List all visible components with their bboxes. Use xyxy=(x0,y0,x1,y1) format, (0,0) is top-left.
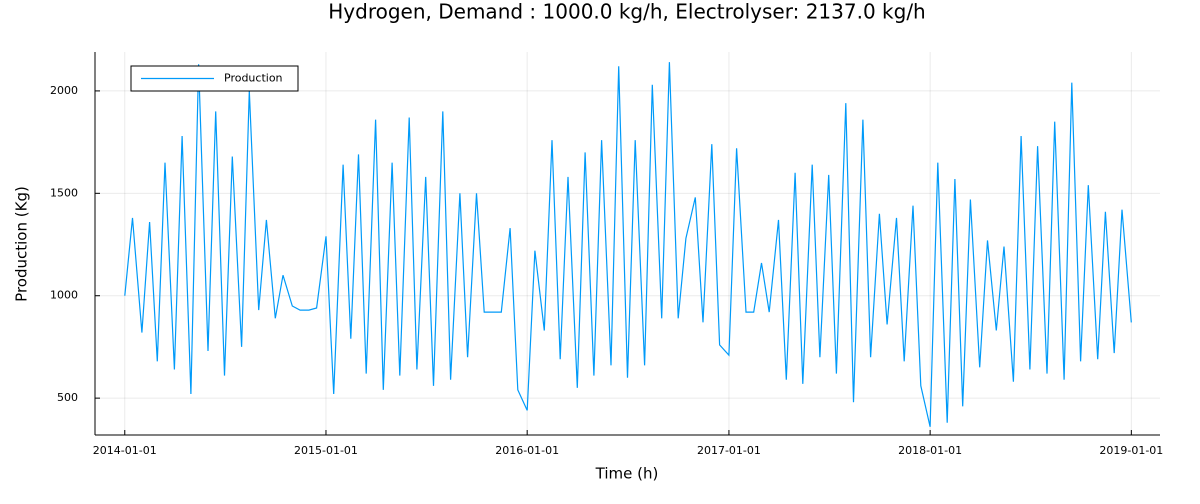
y-tick-label: 2000 xyxy=(50,84,78,97)
x-axis-label: Time (h) xyxy=(595,465,659,483)
y-tick-label: 1500 xyxy=(50,186,78,199)
x-tick-label: 2014-01-01 xyxy=(93,444,157,457)
x-tick-label: 2017-01-01 xyxy=(697,444,761,457)
y-axis-label: Production (Kg) xyxy=(13,186,31,302)
x-tick-label: 2018-01-01 xyxy=(898,444,962,457)
x-tick-label: 2019-01-01 xyxy=(1099,444,1163,457)
legend-label: Production xyxy=(224,72,283,85)
chart-title: Hydrogen, Demand : 1000.0 kg/h, Electrol… xyxy=(328,0,925,24)
y-tick-label: 500 xyxy=(57,391,78,404)
y-tick-label: 1000 xyxy=(50,289,78,302)
x-tick-label: 2015-01-01 xyxy=(294,444,358,457)
x-tick-label: 2016-01-01 xyxy=(495,444,559,457)
data-line xyxy=(124,62,1132,427)
